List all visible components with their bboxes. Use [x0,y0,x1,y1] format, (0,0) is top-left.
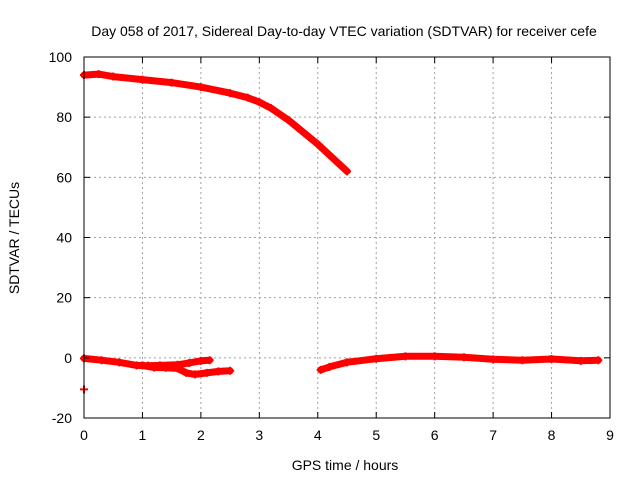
data-point [243,93,252,102]
data-point [489,355,498,364]
data-point [138,75,147,84]
data-point [150,363,159,372]
data-point [255,98,264,107]
data-point [547,355,556,364]
chart-title: Day 058 of 2017, Sidereal Day-to-day VTE… [91,23,597,39]
data-point [191,370,200,379]
data-point [284,116,293,125]
data-point [343,167,351,176]
y-tick-label: 40 [56,230,72,246]
data-point [109,72,118,81]
data-point [94,70,103,79]
x-tick-label: 2 [197,427,205,443]
x-tick-label: 6 [431,427,439,443]
data-point [196,83,205,92]
data-point [167,78,176,87]
data-point [430,352,439,361]
data-point [202,368,211,377]
data-point [138,361,147,370]
data-point [343,358,351,367]
y-tick-label: 0 [64,350,72,366]
data-point [115,358,124,367]
y-tick-label: 20 [56,290,72,306]
data-point [325,362,334,371]
data-point [313,140,322,149]
data-point [372,354,381,363]
data-point [459,353,468,362]
data-point [182,368,191,377]
x-tick-label: 4 [314,427,322,443]
data-point [97,356,106,365]
data-point [185,358,194,367]
y-tick-label: 60 [56,169,72,185]
data-point [267,104,276,113]
data-point [214,367,223,376]
data-point [401,352,410,361]
x-tick-label: 3 [255,427,263,443]
axis-ticks: 0 1 2 3 4 5 6 7 8 9 -20 0 20 40 60 80 100 [49,49,614,443]
data-point [173,364,182,373]
grid-lines [84,57,610,418]
x-tick-label: 7 [489,427,497,443]
x-axis-label: GPS time / hours [292,457,399,473]
x-tick-label: 0 [80,427,88,443]
x-tick-label: 8 [548,427,556,443]
data-point [316,365,325,374]
data-series-1 [80,70,351,175]
data-point [594,356,603,365]
y-axis-label: SDTVAR / TECUs [6,182,22,294]
y-tick-label: 80 [56,109,72,125]
data-point [518,356,527,365]
y-tick-label: -20 [52,410,72,426]
data-point [196,356,205,365]
x-tick-label: 5 [372,427,380,443]
data-point [226,89,235,98]
data-series [80,70,603,394]
x-tick-label: 9 [606,427,614,443]
x-tick-label: 1 [139,427,147,443]
data-point [226,366,235,375]
y-tick-label: 100 [49,49,73,65]
data-point [161,363,170,372]
data-series-4 [317,352,602,374]
data-point [205,356,214,365]
data-point [576,356,585,365]
